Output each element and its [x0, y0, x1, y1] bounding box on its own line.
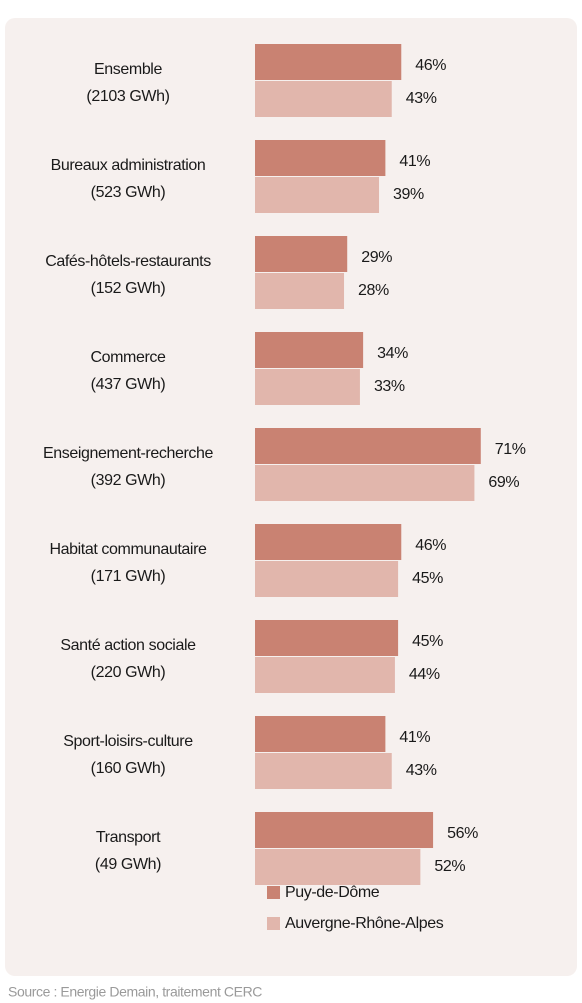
- category-label: (2103 GWh): [86, 88, 169, 105]
- category-label: (160 GWh): [91, 760, 166, 777]
- bar: [255, 716, 386, 752]
- bar: [255, 561, 399, 597]
- bar: [255, 273, 345, 309]
- value-label: 33%: [374, 378, 405, 395]
- bar: [255, 849, 421, 885]
- bar: [255, 332, 364, 368]
- bar: [255, 44, 402, 80]
- legend-swatch: [267, 886, 280, 899]
- value-label: 43%: [406, 762, 437, 779]
- value-label: 46%: [415, 537, 446, 554]
- source: Source : Energie Demain, traitement CERC: [8, 984, 262, 1000]
- category-label: (49 GWh): [95, 856, 161, 873]
- category-label: (152 GWh): [91, 280, 166, 297]
- value-label: 69%: [488, 474, 519, 491]
- value-label: 29%: [361, 249, 392, 266]
- category-label: Ensemble: [94, 61, 162, 78]
- value-label: 52%: [434, 858, 465, 875]
- value-label: 45%: [412, 570, 443, 587]
- category-label: (523 GWh): [91, 184, 166, 201]
- bar: [255, 369, 360, 405]
- category-label: Transport: [96, 829, 161, 846]
- value-label: 46%: [415, 57, 446, 74]
- bar: [255, 140, 386, 176]
- value-label: 43%: [406, 90, 437, 107]
- category-label: Santé action sociale: [60, 637, 196, 654]
- value-label: 44%: [409, 666, 440, 683]
- bar: [255, 177, 380, 213]
- value-label: 39%: [393, 186, 424, 203]
- category-label: Enseignement-recherche: [43, 445, 213, 462]
- category-label: Cafés-hôtels-restaurants: [45, 253, 211, 270]
- value-label: 71%: [495, 441, 526, 458]
- bar: [255, 524, 402, 560]
- value-label: 56%: [447, 825, 478, 842]
- category-label: (392 GWh): [91, 472, 166, 489]
- category-label: Commerce: [90, 349, 166, 366]
- bar: [255, 428, 481, 464]
- legend-label: Auvergne-Rhône-Alpes: [285, 915, 444, 932]
- bar: [255, 753, 392, 789]
- bar: [255, 657, 395, 693]
- category-label: (171 GWh): [91, 568, 166, 585]
- category-label: Sport-loisirs-culture: [63, 733, 193, 750]
- bar: [255, 620, 399, 656]
- bar: [255, 81, 392, 117]
- legend-swatch: [267, 917, 280, 930]
- value-label: 34%: [377, 345, 408, 362]
- value-label: 41%: [399, 153, 430, 170]
- legend-label: Puy-de-Dôme: [285, 884, 380, 901]
- value-label: 28%: [358, 282, 389, 299]
- value-label: 45%: [412, 633, 443, 650]
- value-label: 41%: [399, 729, 430, 746]
- bar: [255, 465, 475, 501]
- bar: [255, 812, 434, 848]
- category-label: Habitat communautaire: [49, 541, 207, 558]
- category-label: (220 GWh): [91, 664, 166, 681]
- category-label: (437 GWh): [91, 376, 166, 393]
- category-label: Bureaux administration: [51, 157, 206, 174]
- bar: [255, 236, 348, 272]
